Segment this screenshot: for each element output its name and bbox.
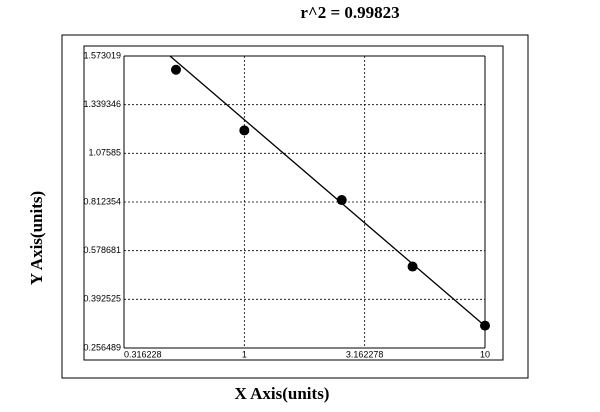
y-tick-label: 1.339346 (83, 99, 121, 109)
y-tick-label: 1.573019 (83, 50, 121, 60)
outer-frame (61, 34, 529, 379)
plot-area (168, 56, 485, 327)
y-tick-label: 1.07585 (88, 148, 121, 158)
plot-frame (83, 45, 504, 361)
point (480, 320, 490, 331)
x-tick-label: 1 (242, 349, 247, 359)
x-axis-label: X Axis(units) (235, 384, 330, 403)
x-tick-label: 10 (480, 349, 490, 359)
fit-line (168, 56, 485, 327)
chart-title: r^2 = 0.99823 (300, 3, 399, 22)
y-tick-label: 0.392525 (83, 294, 121, 304)
point (336, 195, 347, 206)
point (170, 64, 181, 75)
x-tick-label: 3.162278 (346, 349, 384, 359)
y-tick-label: 0.578681 (83, 245, 121, 255)
y-axis-label: Y Axis(units) (27, 191, 46, 285)
y-tick-label: 0.256489 (83, 342, 121, 352)
point (407, 261, 418, 272)
point (239, 125, 250, 136)
x-tick-label: 0.316228 (124, 349, 162, 359)
y-tick-label: 0.812354 (83, 196, 121, 206)
